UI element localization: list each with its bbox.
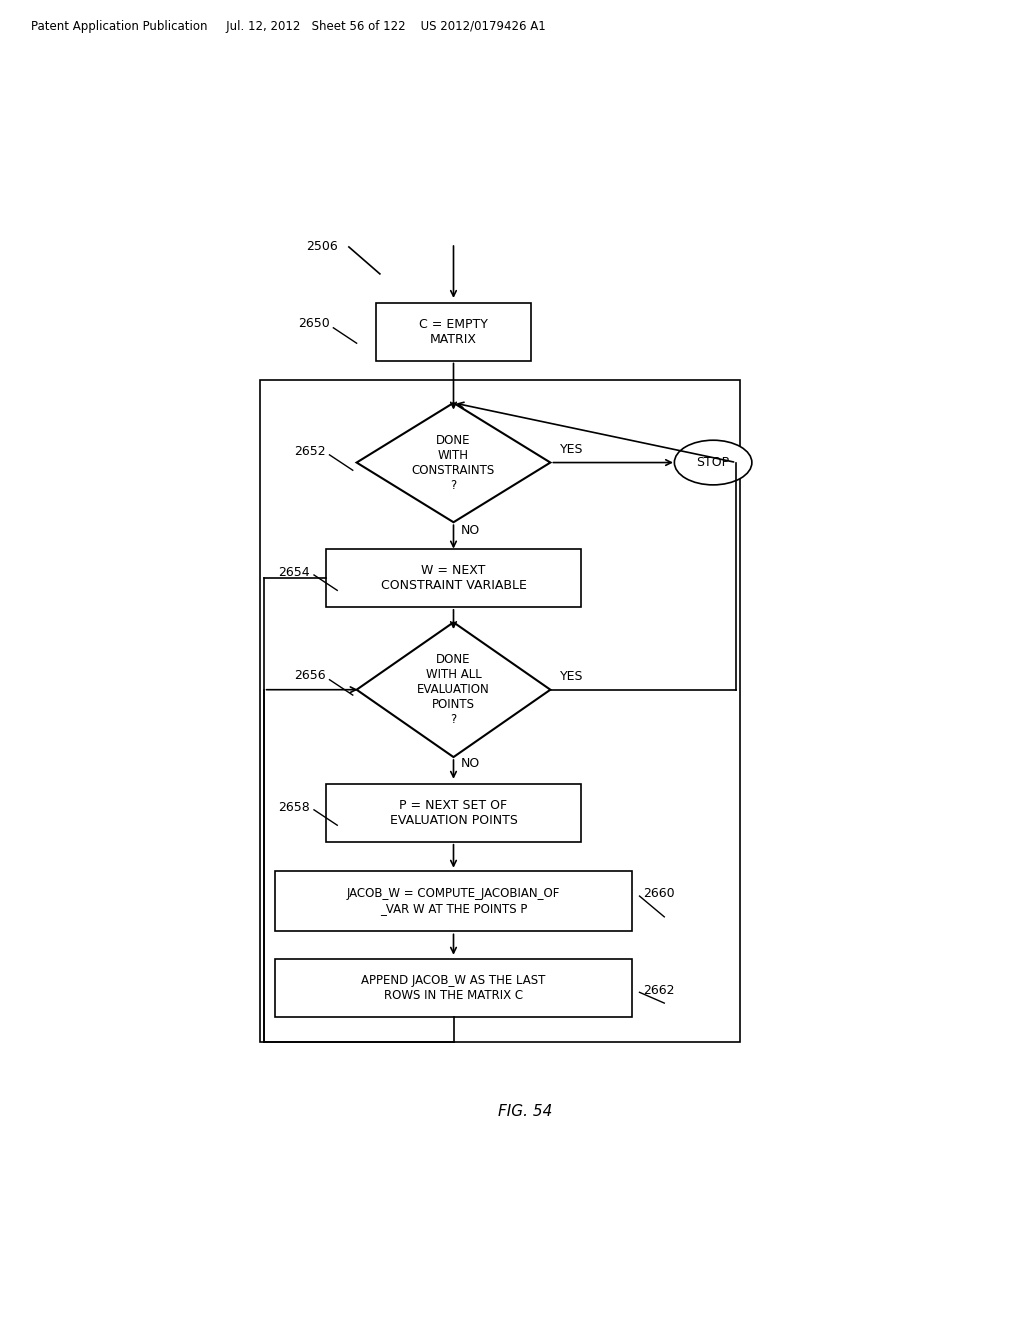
Text: DONE
WITH
CONSTRAINTS
?: DONE WITH CONSTRAINTS ?: [412, 433, 496, 491]
Text: YES: YES: [560, 442, 584, 455]
Text: 2658: 2658: [279, 801, 310, 814]
Text: C = EMPTY
MATRIX: C = EMPTY MATRIX: [419, 318, 488, 346]
Polygon shape: [356, 403, 550, 523]
Text: Patent Application Publication     Jul. 12, 2012   Sheet 56 of 122    US 2012/01: Patent Application Publication Jul. 12, …: [31, 20, 546, 33]
Bar: [275, 871, 632, 932]
Ellipse shape: [675, 441, 752, 484]
Bar: [376, 302, 531, 360]
Bar: [275, 958, 632, 1016]
Text: NO: NO: [461, 758, 480, 770]
Text: STOP: STOP: [696, 455, 730, 469]
Text: 2656: 2656: [294, 669, 326, 682]
Text: APPEND JACOB_W AS THE LAST
ROWS IN THE MATRIX C: APPEND JACOB_W AS THE LAST ROWS IN THE M…: [361, 974, 546, 1002]
Text: 2652: 2652: [294, 445, 326, 458]
Text: 2660: 2660: [643, 887, 675, 900]
Text: W = NEXT
CONSTRAINT VARIABLE: W = NEXT CONSTRAINT VARIABLE: [381, 564, 526, 593]
Text: DONE
WITH ALL
EVALUATION
POINTS
?: DONE WITH ALL EVALUATION POINTS ?: [417, 653, 489, 726]
Text: YES: YES: [560, 669, 584, 682]
Text: 2650: 2650: [298, 317, 330, 330]
Bar: [326, 549, 582, 607]
Text: JACOB_W = COMPUTE_JACOBIAN_OF
_VAR W AT THE POINTS P: JACOB_W = COMPUTE_JACOBIAN_OF _VAR W AT …: [347, 887, 560, 916]
Bar: [326, 784, 582, 842]
Polygon shape: [356, 622, 550, 758]
Text: 2654: 2654: [279, 566, 310, 579]
Text: FIG. 54: FIG. 54: [498, 1104, 552, 1119]
Bar: [260, 380, 740, 1043]
Text: P = NEXT SET OF
EVALUATION POINTS: P = NEXT SET OF EVALUATION POINTS: [389, 799, 517, 826]
Text: 2506: 2506: [306, 240, 338, 253]
Text: 2662: 2662: [643, 983, 675, 997]
Text: NO: NO: [461, 524, 480, 537]
